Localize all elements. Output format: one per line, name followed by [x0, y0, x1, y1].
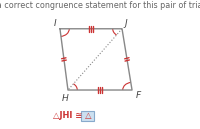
Text: Write a correct congruence statement for this pair of triangles.: Write a correct congruence statement for… — [0, 1, 200, 10]
Text: J: J — [124, 19, 127, 28]
Text: H: H — [62, 94, 68, 103]
Text: I: I — [53, 19, 56, 28]
Text: F: F — [136, 91, 141, 100]
FancyBboxPatch shape — [81, 111, 94, 121]
Text: △JHI ≅ △: △JHI ≅ △ — [53, 111, 92, 120]
